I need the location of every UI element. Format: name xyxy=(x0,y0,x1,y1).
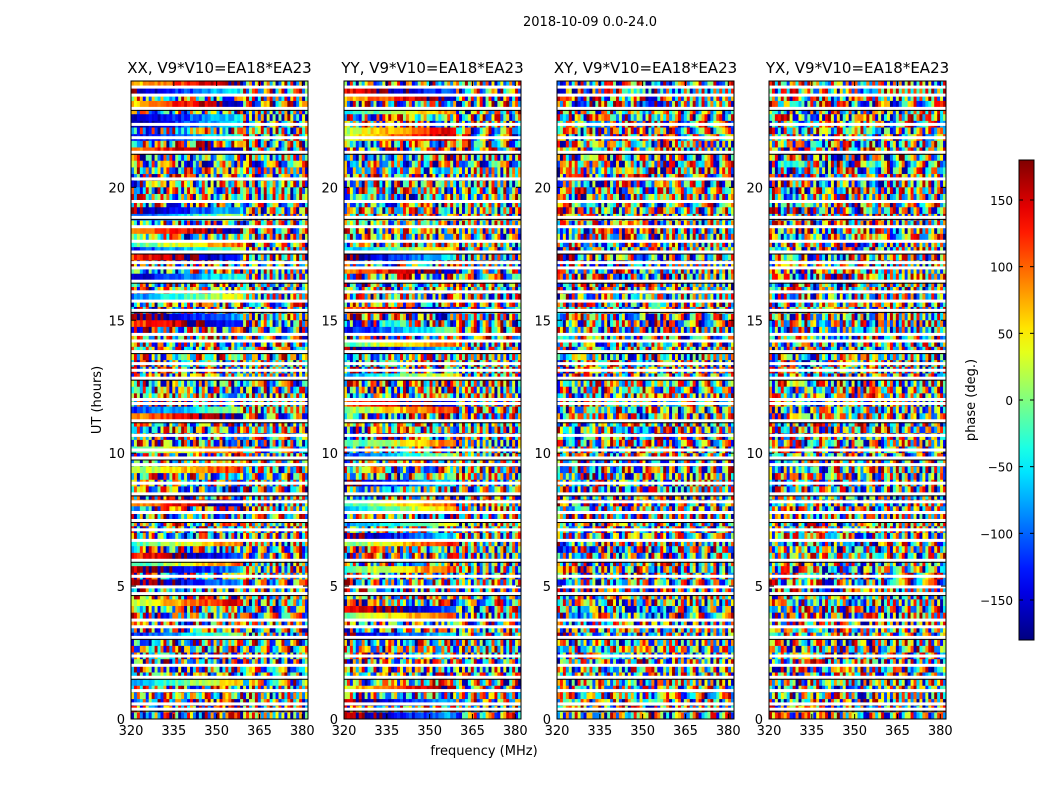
panel-2-image xyxy=(557,81,734,719)
panel-0-frame xyxy=(130,80,309,720)
y-axis-label: UT (hours) xyxy=(90,366,105,434)
colorbar-tick-label: 50 xyxy=(998,327,1013,341)
panel-0-title: XX, V9*V10=EA18*EA23 xyxy=(127,59,311,77)
y-tick-label: 20 xyxy=(534,181,551,196)
panel-3-title: YX, V9*V10=EA18*EA23 xyxy=(765,59,949,77)
panel-1-title: YY, V9*V10=EA18*EA23 xyxy=(340,59,523,77)
x-tick-label: 320 xyxy=(757,724,782,739)
panel-0: XX, V9*V10=EA18*EA23 320 335 350 365 380 0 5 10 1… xyxy=(108,59,314,739)
x-tick-label: 350 xyxy=(204,724,229,739)
y-tick-label: 15 xyxy=(534,314,551,329)
x-tick-label: 335 xyxy=(799,724,824,739)
x-tick-label: 380 xyxy=(290,724,315,739)
x-tick-label: 335 xyxy=(374,724,399,739)
x-tick-label: 335 xyxy=(161,724,186,739)
x-tick-label: 365 xyxy=(247,724,272,739)
panel-3: YX, V9*V10=EA18*EA23 320 335 350 365 380 0 5 10 1… xyxy=(746,59,952,739)
colorbar-tick-label: 150 xyxy=(990,194,1013,208)
y-tick-label: 15 xyxy=(321,314,338,329)
y-tick-label: 5 xyxy=(117,580,125,595)
x-tick-label: 350 xyxy=(417,724,442,739)
y-tick-label: 10 xyxy=(746,447,763,462)
panel-2-frame xyxy=(556,80,735,720)
colorbar-tick-label: −50 xyxy=(988,461,1013,475)
y-tick-label: 0 xyxy=(755,713,763,728)
colorbar: −150 −100 −50 0 50 100 150 xyxy=(980,159,1035,641)
y-tick-label: 5 xyxy=(755,580,763,595)
colorbar-tick-label: −100 xyxy=(980,527,1013,541)
y-tick-label: 20 xyxy=(108,181,125,196)
y-tick-label: 15 xyxy=(108,314,125,329)
panel-1-image xyxy=(344,81,521,719)
figure-title: 2018-10-09 0.0-24.0 xyxy=(523,15,657,30)
colorbar-tick-label: 0 xyxy=(1005,394,1013,408)
x-tick-label: 320 xyxy=(119,724,144,739)
panel-3-frame xyxy=(768,80,947,720)
x-tick-label: 320 xyxy=(332,724,357,739)
y-tick-label: 20 xyxy=(746,181,763,196)
panel-2-title: XY, V9*V10=EA18*EA23 xyxy=(554,59,737,77)
y-tick-label: 15 xyxy=(746,314,763,329)
y-tick-label: 0 xyxy=(543,713,551,728)
y-tick-label: 10 xyxy=(534,447,551,462)
y-tick-label: 20 xyxy=(321,181,338,196)
x-tick-label: 365 xyxy=(673,724,698,739)
panel-1-frame xyxy=(343,80,522,720)
panel-1: YY, V9*V10=EA18*EA23 320 335 350 365 380 0 5 10 1… xyxy=(321,59,527,739)
y-tick-label: 10 xyxy=(321,447,338,462)
x-axis-label: frequency (MHz) xyxy=(430,744,537,759)
y-tick-label: 5 xyxy=(330,580,338,595)
x-tick-label: 380 xyxy=(716,724,741,739)
x-tick-label: 350 xyxy=(630,724,655,739)
x-tick-label: 380 xyxy=(503,724,528,739)
y-tick-label: 0 xyxy=(330,713,338,728)
colorbar-tick-label: 100 xyxy=(990,261,1013,275)
colorbar-tick-label: −150 xyxy=(980,594,1013,608)
panel-2: XY, V9*V10=EA18*EA23 320 335 350 365 380 0 5 10 1… xyxy=(534,59,740,739)
panel-3-image xyxy=(769,81,946,719)
panel-0-image xyxy=(131,81,308,719)
y-tick-label: 0 xyxy=(117,713,125,728)
x-tick-label: 365 xyxy=(885,724,910,739)
heatmap-panels: XX, V9*V10=EA18*EA23 320 335 350 365 380 0 5 10 1… xyxy=(108,59,952,739)
x-tick-label: 335 xyxy=(587,724,612,739)
x-tick-label: 380 xyxy=(928,724,953,739)
y-tick-label: 5 xyxy=(543,580,551,595)
colorbar-label: phase (deg.) xyxy=(964,359,979,441)
x-tick-label: 320 xyxy=(545,724,570,739)
x-tick-label: 350 xyxy=(842,724,867,739)
x-tick-label: 365 xyxy=(460,724,485,739)
y-tick-label: 10 xyxy=(108,447,125,462)
